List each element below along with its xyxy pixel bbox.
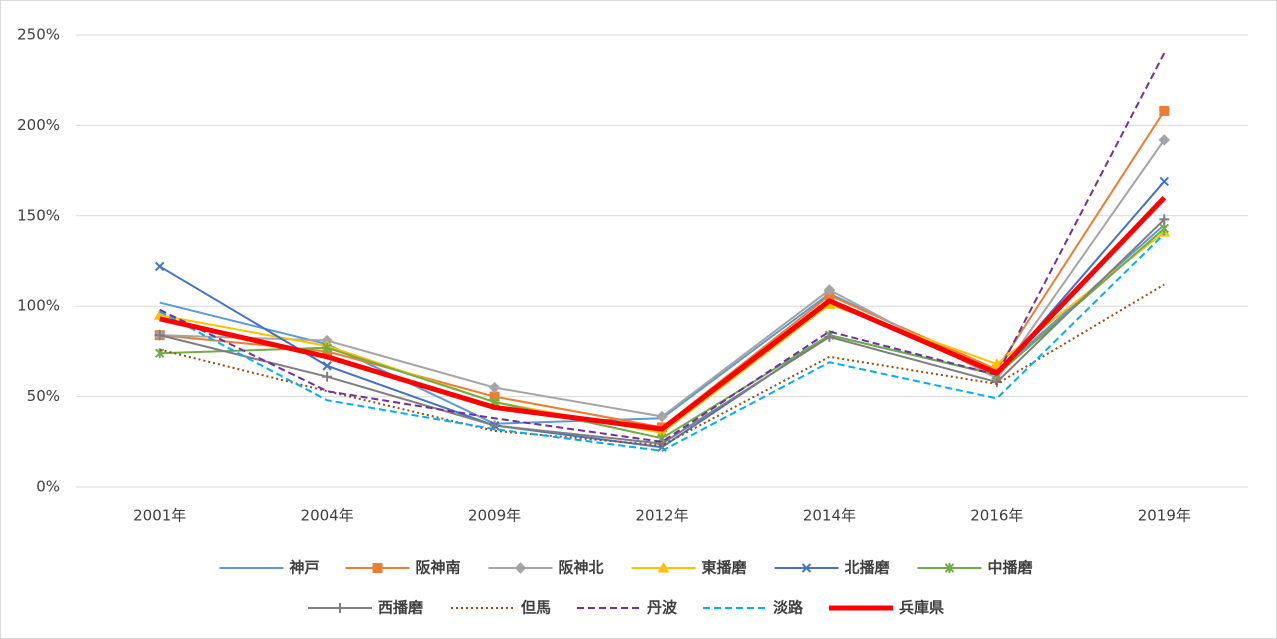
legend-label: 中播磨 bbox=[988, 559, 1034, 577]
legend-label: 神戸 bbox=[290, 559, 320, 577]
point-marker bbox=[991, 358, 1003, 369]
series-line bbox=[159, 195, 1167, 432]
legend-marker bbox=[335, 603, 345, 613]
legend-marker bbox=[657, 561, 670, 573]
legend-marker bbox=[944, 563, 955, 573]
legend-label: 兵庫県 bbox=[899, 599, 944, 617]
point-marker bbox=[1158, 134, 1170, 146]
legend-label: 阪神北 bbox=[559, 559, 604, 577]
point-marker bbox=[1159, 105, 1170, 116]
point-marker bbox=[656, 410, 668, 423]
point-marker bbox=[1159, 176, 1169, 187]
y-tick-label: 100% bbox=[17, 297, 60, 315]
y-tick-label: 0% bbox=[36, 478, 60, 496]
legend-label: 西播磨 bbox=[378, 599, 424, 617]
point-marker bbox=[489, 420, 500, 431]
series-line bbox=[159, 233, 1165, 452]
legend-marker bbox=[372, 563, 383, 573]
legend-label: 但馬 bbox=[520, 599, 551, 617]
x-tick-label: 2019年 bbox=[1138, 507, 1191, 525]
point-marker bbox=[1159, 214, 1170, 225]
y-tick-label: 50% bbox=[27, 387, 60, 405]
point-marker bbox=[322, 361, 332, 371]
y-tick-label: 200% bbox=[17, 116, 60, 134]
legend-label: 淡路 bbox=[773, 599, 804, 617]
legend-marker bbox=[801, 563, 812, 573]
legend-label: 東播磨 bbox=[702, 559, 748, 577]
x-tick-label: 2014年 bbox=[803, 507, 856, 525]
point-marker bbox=[823, 284, 836, 296]
x-tick-label: 2001年 bbox=[133, 507, 186, 525]
legend-label: 阪神南 bbox=[416, 559, 461, 577]
point-marker bbox=[488, 381, 501, 394]
point-marker bbox=[322, 371, 333, 382]
y-tick-label: 250% bbox=[17, 26, 60, 44]
y-tick-label: 150% bbox=[17, 206, 60, 224]
legend-marker bbox=[514, 562, 527, 574]
x-tick-label: 2009年 bbox=[468, 507, 521, 525]
x-tick-label: 2012年 bbox=[635, 507, 688, 525]
point-marker bbox=[322, 342, 332, 353]
legend-label: 丹波 bbox=[647, 599, 678, 617]
point-marker bbox=[154, 330, 165, 341]
x-tick-label: 2016年 bbox=[970, 507, 1023, 525]
series-line bbox=[159, 283, 1165, 447]
point-marker bbox=[824, 331, 835, 342]
legend-label: 北播磨 bbox=[845, 559, 891, 577]
x-tick-label: 2004年 bbox=[301, 507, 354, 525]
point-marker bbox=[1159, 223, 1169, 234]
point-marker bbox=[155, 261, 165, 272]
